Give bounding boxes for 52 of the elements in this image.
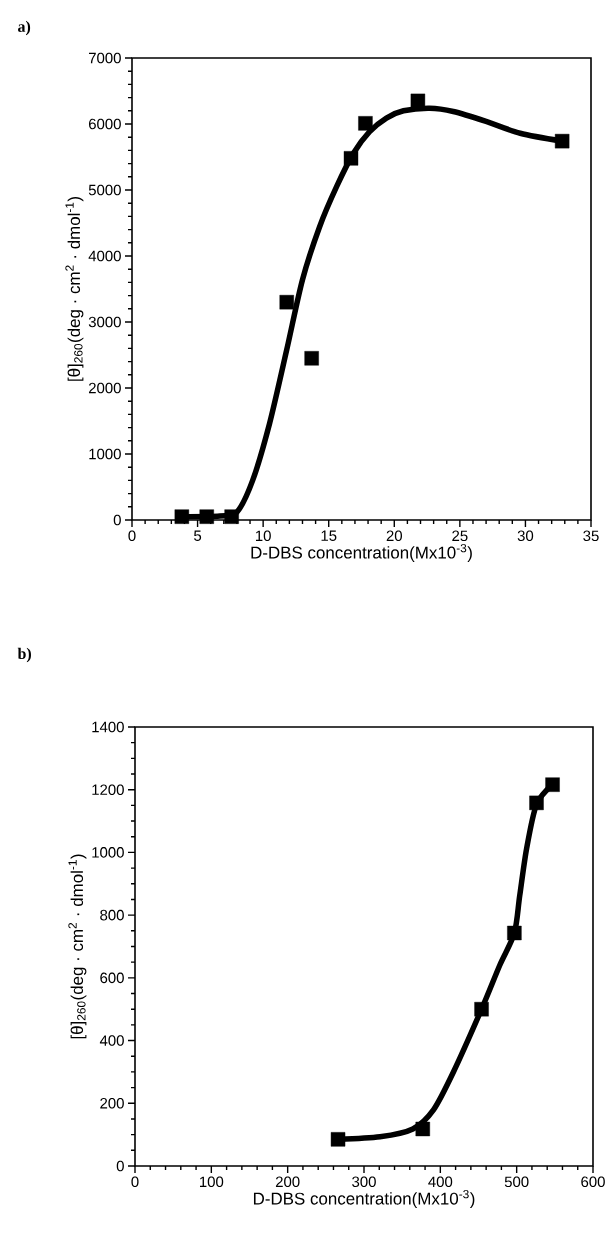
point — [330, 1132, 346, 1147]
y-tick-label: 0 — [116, 1160, 124, 1172]
x-tick-label: 35 — [583, 530, 599, 542]
y-tick-label: 4000 — [88, 250, 121, 262]
x-tick-label: 500 — [504, 1176, 529, 1188]
x-axis-title: D-DBS concentration(Mx10$^{-3}$) — [251, 543, 472, 562]
y-tick-label: 600 — [100, 972, 124, 984]
x-tick-label: 600 — [581, 1176, 605, 1188]
y-tick-label: 6000 — [89, 118, 121, 130]
x-tick-label: 30 — [517, 530, 534, 542]
y-tick-label: 1000 — [89, 448, 121, 460]
y-tick-label: 800 — [100, 909, 124, 921]
y-tick-label: 7000 — [89, 52, 121, 64]
y-tick-label: 400 — [99, 1035, 124, 1046]
point — [415, 1121, 430, 1137]
x-tick-label: 10 — [255, 530, 271, 542]
point — [474, 1002, 489, 1017]
point — [358, 116, 373, 131]
point — [199, 509, 214, 524]
y-tick-label: 200 — [100, 1097, 124, 1109]
x-tick-label: 0 — [128, 530, 136, 542]
text: a) — [18, 20, 31, 36]
text: b) — [17, 647, 31, 663]
y-tick-label: 1000 — [92, 847, 124, 858]
point — [343, 151, 359, 166]
point — [174, 509, 190, 524]
y-axis-title: [θ]$_{260}$(deg · cm$^{2}$ · dmol$^{-1}$) — [68, 854, 87, 1039]
point — [304, 351, 319, 366]
x-axis-title: D-DBS concentration(Mx10$^{-3}$) — [253, 1189, 475, 1208]
point — [507, 925, 522, 941]
y-tick-label: 1200 — [92, 784, 124, 795]
point — [529, 795, 544, 811]
x-tick-label: 400 — [428, 1176, 453, 1188]
x-tick-label: 5 — [194, 530, 202, 541]
y-tick-label: 2000 — [88, 382, 121, 394]
x-tick-label: 20 — [386, 530, 402, 542]
point — [554, 133, 570, 149]
point — [224, 509, 239, 524]
y-tick-label: 3000 — [88, 316, 121, 328]
x-tick-label: 200 — [275, 1176, 300, 1188]
x-tick-label: 100 — [200, 1176, 224, 1188]
x-tick-label: 25 — [452, 530, 468, 542]
point — [279, 294, 294, 310]
y-tick-label: 1400 — [92, 721, 124, 733]
point — [545, 777, 560, 792]
y-tick-label: 0 — [113, 514, 121, 526]
x-tick-label: 300 — [352, 1176, 376, 1188]
x-tick-label: 0 — [131, 1176, 139, 1188]
y-axis-title: [θ]$_{260}$(deg · cm$^{2}$ · dmol$^{-1}$) — [65, 196, 84, 381]
y-tick-label: 5000 — [88, 184, 121, 196]
x-tick-label: 15 — [321, 530, 337, 541]
point — [410, 93, 426, 109]
